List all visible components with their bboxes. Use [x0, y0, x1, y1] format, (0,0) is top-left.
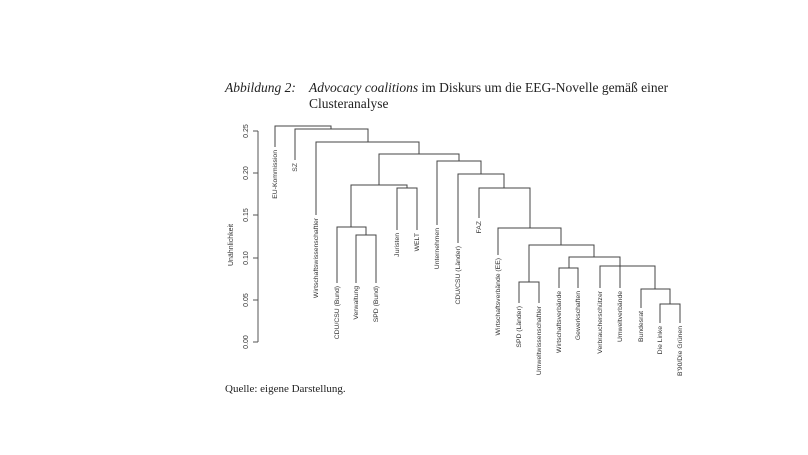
leaf-label: EU-Kommission	[272, 150, 279, 199]
y-tick: 0.25	[243, 124, 250, 138]
leaf-label: Unternehmen	[434, 228, 441, 269]
caption-rest: im Diskurs um die EEG-Novelle gemäß eine…	[418, 80, 669, 95]
leaf-label: SZ	[292, 163, 299, 172]
leaf-label: Umweltwissenschaftler	[536, 305, 543, 375]
y-axis-label: Unähnlichkeit	[228, 224, 235, 266]
leaf-label: FAZ	[476, 221, 483, 233]
figure-caption: Abbildung 2: Advocacy coalitions im Disku…	[225, 80, 675, 112]
leaf-label: Gewerkschaften	[575, 291, 582, 340]
leaf-label: CDU/CSU (Bund)	[334, 286, 341, 339]
leaf-label: Umweltverbände	[617, 291, 624, 342]
y-tick: 0.05	[243, 293, 250, 307]
leaf-label: SPD (Länder)	[516, 306, 523, 348]
dendrogram-branches	[274, 125, 681, 323]
leaf-label: Wirtschaftsverbände	[556, 291, 563, 353]
leaf-label: Bundesrat	[638, 311, 645, 342]
leaf-label: Wirtschaftsverbände (EE)	[495, 258, 502, 335]
leaf-label: Die Linke	[657, 326, 664, 355]
source-note: Quelle: eigene Darstellung.	[225, 383, 346, 395]
y-axis: 0.00 0.05 0.10 0.15 0.20 0.25 Unähnlichk…	[228, 124, 259, 349]
leaf-label: Wirtschaftswissenschaftler	[313, 217, 320, 298]
leaf-label: WELT	[414, 233, 421, 251]
y-tick: 0.15	[243, 208, 250, 222]
leaf-label: SPD (Bund)	[373, 286, 380, 322]
leaf-label: CDU/CSU (Länder)	[455, 246, 462, 305]
leaf-label: Verbraucherschützer	[597, 290, 604, 353]
leaf-label: B'90/Die Grünen	[677, 326, 684, 376]
leaf-label: Verwaltung	[353, 286, 360, 320]
y-tick: 0.00	[243, 335, 250, 349]
y-tick: 0.10	[243, 251, 250, 265]
caption-italic: Advocacy coalitions	[309, 80, 419, 95]
leaf-labels: EU-Kommission SZ Wirtschaftswissenschaft…	[272, 150, 684, 376]
caption-line2: Clusteranalyse	[309, 96, 389, 111]
leaf-label: Juristen	[394, 233, 401, 257]
figure-label: Abbildung 2:	[225, 80, 296, 95]
y-tick: 0.20	[243, 166, 250, 180]
